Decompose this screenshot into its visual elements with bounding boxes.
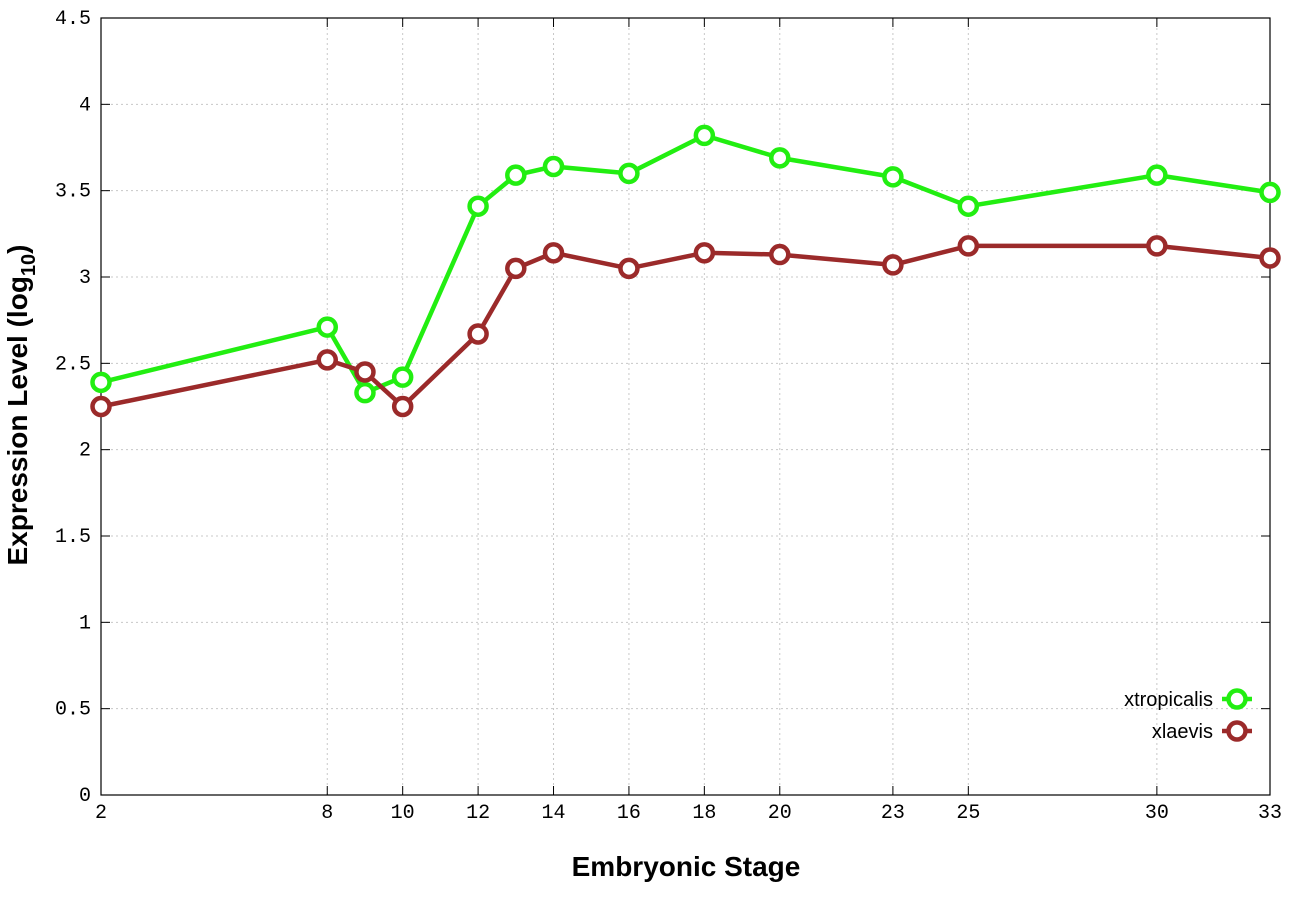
- y-tick-label: 1: [79, 612, 91, 635]
- data-point-xlaevis: [1259, 247, 1281, 269]
- data-point-xtropicalis: [505, 164, 527, 186]
- data-point-xtropicalis: [354, 381, 376, 404]
- y-tick-label: 2: [79, 440, 91, 463]
- y-tick-label: 1.5: [55, 526, 91, 549]
- y-tick-label: 4.5: [55, 8, 91, 31]
- data-point-xtropicalis: [957, 195, 980, 217]
- legend-marker-xlaevis: [1226, 720, 1248, 742]
- x-tick-label: 14: [542, 802, 566, 825]
- data-point-xtropicalis: [391, 366, 414, 388]
- y-tick-label: 3: [79, 267, 91, 290]
- data-point-xlaevis: [957, 235, 980, 257]
- legend-label-xtropicalis: xtropicalis: [1124, 689, 1213, 711]
- y-tick-label: 0: [79, 785, 91, 808]
- data-point-xtropicalis: [90, 371, 112, 394]
- y-tick-label: 3.5: [55, 181, 91, 204]
- data-point-xlaevis: [90, 395, 112, 418]
- series-layer: [90, 124, 1281, 418]
- grid-lines: [101, 18, 1270, 795]
- x-tick-label: 20: [768, 802, 792, 825]
- y-tick-label: 0.5: [55, 699, 91, 722]
- data-point-xlaevis: [467, 323, 489, 345]
- x-tick-label: 33: [1258, 802, 1282, 825]
- data-point-xlaevis: [693, 242, 716, 264]
- y-tick-label: 2.5: [55, 353, 91, 376]
- axis-ticks: 0 0.5 1 1.5 2 2.5 3 3.5 4 4.5 2 8 10 12 14 16 18 20 23 25 30…: [55, 8, 1282, 825]
- x-tick-label: 8: [321, 802, 333, 825]
- data-point-xtropicalis: [467, 195, 489, 217]
- y-axis-title-sub: 10: [18, 254, 40, 276]
- legend: xtropicalis xlaevis: [1124, 688, 1252, 743]
- x-tick-label: 18: [692, 802, 716, 825]
- data-point-xtropicalis: [693, 124, 716, 147]
- data-point-xtropicalis: [618, 162, 640, 185]
- series-xtropicalis: [90, 124, 1281, 404]
- data-point-xtropicalis: [1259, 181, 1281, 204]
- data-point-xtropicalis: [1146, 164, 1168, 186]
- data-point-xtropicalis: [542, 155, 565, 178]
- x-tick-label: 25: [956, 802, 980, 825]
- data-point-xtropicalis: [769, 147, 791, 169]
- plot-frame: [100, 17, 1271, 796]
- data-point-xlaevis: [391, 395, 414, 418]
- x-tick-label: 12: [466, 802, 490, 825]
- x-tick-label: 30: [1145, 802, 1169, 825]
- y-axis-title-main: Expression Level (log: [2, 276, 33, 565]
- data-point-xtropicalis: [882, 166, 904, 188]
- series-xlaevis: [90, 235, 1281, 418]
- legend-label-xlaevis: xlaevis: [1152, 721, 1213, 743]
- data-point-xlaevis: [618, 257, 640, 280]
- data-point-xlaevis: [542, 242, 565, 264]
- data-point-xlaevis: [354, 361, 376, 383]
- y-axis-title: Expression Level (log10): [2, 245, 40, 566]
- y-tick-label: 4: [79, 94, 91, 117]
- x-tick-label: 10: [391, 802, 415, 825]
- x-axis-title: Embryonic Stage: [572, 851, 801, 882]
- data-point-xlaevis: [1146, 235, 1168, 257]
- x-tick-label: 2: [95, 802, 107, 825]
- x-tick-label: 23: [881, 802, 905, 825]
- data-point-xlaevis: [505, 257, 527, 280]
- data-point-xlaevis: [769, 243, 791, 266]
- series-line-xtropicalis: [100, 133, 1271, 395]
- data-point-xlaevis: [316, 349, 339, 371]
- y-axis-title-close: ): [2, 245, 33, 254]
- series-line-xlaevis: [100, 243, 1271, 409]
- data-point-xtropicalis: [316, 316, 339, 338]
- legend-marker-xtropicalis: [1226, 688, 1248, 710]
- x-tick-label: 16: [617, 802, 641, 825]
- data-point-xlaevis: [882, 254, 904, 276]
